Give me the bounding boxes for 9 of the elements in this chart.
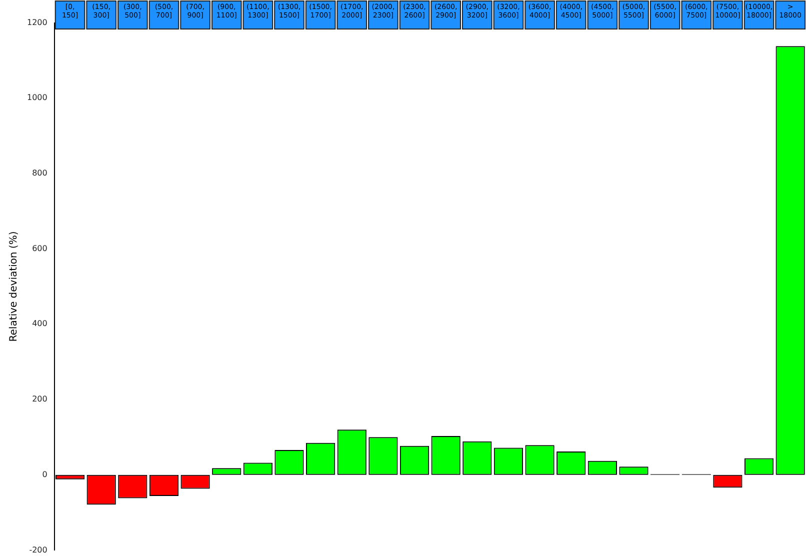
y-tick-label: 600 <box>32 244 48 253</box>
y-tick-label: 1200 <box>27 18 48 27</box>
y-tick-label: 0 <box>42 470 48 479</box>
y-axis-title: Relative deviation (%) <box>8 231 20 342</box>
y-tick-label: 400 <box>32 319 48 328</box>
y-tick-label: 800 <box>32 168 48 178</box>
y-tick-label: 1000 <box>27 93 48 102</box>
y-tick-label: -200 <box>29 545 48 554</box>
y-tick-label: 200 <box>32 394 48 404</box>
